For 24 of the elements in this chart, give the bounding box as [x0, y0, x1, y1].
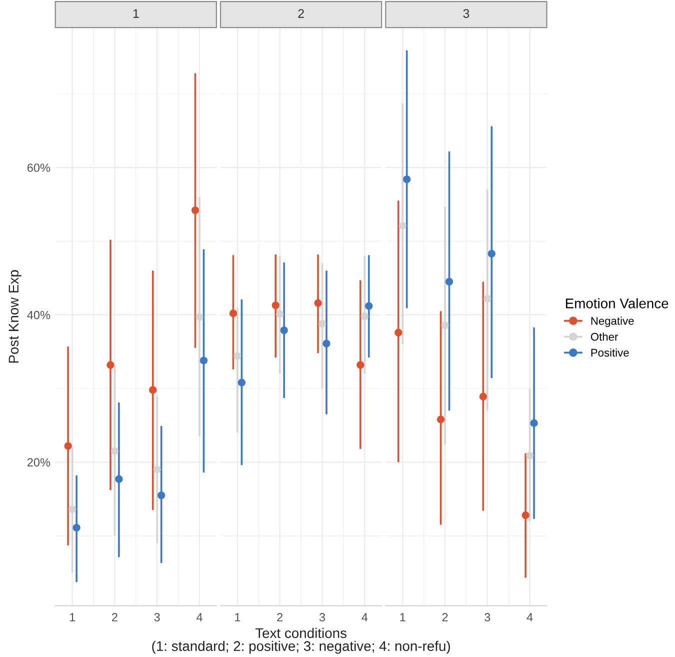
chart-title: 2	[298, 9, 304, 18]
x-tick-label: 4	[196, 613, 202, 622]
x-tick-label: 1	[70, 613, 76, 622]
chart-title: 3	[463, 9, 470, 18]
chart-title: 1	[133, 9, 139, 18]
x-tick-label: 2	[442, 613, 448, 622]
x-tick-label: 2	[277, 613, 283, 622]
x-tick-label: 3	[319, 613, 326, 622]
x-tick-label: 1	[400, 613, 406, 622]
legend-label: Negative	[591, 316, 634, 328]
x-axis-title: Text conditions (1: standard; 2: positive; 3: negative; 4: non-refu)	[152, 628, 450, 654]
legend-label: Other	[590, 332, 618, 341]
x-tick-label: 3	[154, 613, 160, 622]
x-tick-label: 3	[484, 613, 490, 622]
y-tick-label: 20%	[27, 458, 50, 467]
y-tick-label: 60%	[27, 164, 50, 172]
y-tick-label: 40%	[27, 310, 50, 320]
legend-title: Emotion Valence	[566, 298, 668, 308]
x-tick-label: 4	[526, 613, 533, 622]
x-tick-label: 4	[362, 613, 368, 622]
y-axis-title: Post Know Exp	[8, 270, 22, 363]
x-tick-label: 2	[112, 613, 118, 622]
x-tick-label: 1	[235, 613, 240, 622]
legend-label: Positive	[591, 348, 629, 357]
